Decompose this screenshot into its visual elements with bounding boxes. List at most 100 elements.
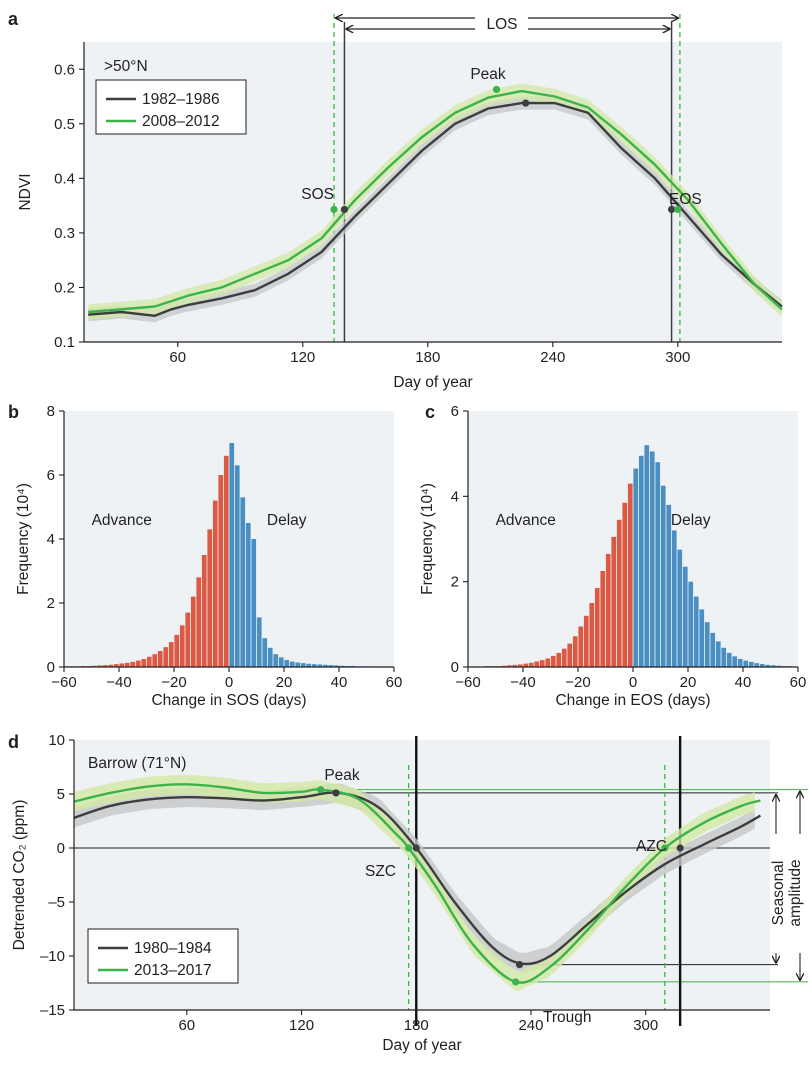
histogram-bar [666, 504, 672, 667]
histogram-bar [682, 566, 688, 667]
panel-c-axes [463, 410, 799, 672]
histogram-bar [633, 468, 639, 667]
histogram-bar [506, 665, 512, 667]
panel-c-ylabel: Frequency (10⁴) [419, 483, 436, 595]
panel-c: c −60 −40 −20 0 20 40 60 0 2 4 6 Change in EOS (da… [419, 402, 806, 709]
trough-label: Trough [543, 1009, 592, 1026]
histogram-bar [190, 596, 196, 667]
y-tick-label: 10 [48, 732, 65, 749]
histogram-bar [605, 553, 611, 667]
panel-a-xlabel: Day of year [393, 374, 472, 391]
co2-marker-azc [661, 844, 669, 852]
panel-letter-c: c [425, 402, 435, 422]
panel-b-axes [59, 410, 395, 672]
histogram-bar [655, 462, 661, 667]
histogram-bar [567, 643, 573, 667]
legend-label-2008-2012: 2008–2012 [142, 113, 220, 130]
panel-d-legend: 1980–1984 2013–2017 [87, 928, 239, 984]
panel-a: a 60 120 180 240 300 0.1 0.2 0.3 0.4 0.5 0.6 Day o… [8, 9, 783, 391]
szc-label: SZC [365, 863, 396, 880]
x-tick-label: 300 [633, 1017, 658, 1034]
panel-d: d 60 120 180 240 300 –15 –10 –5 0 5 10 Day of year… [8, 732, 808, 1054]
histogram-bar [550, 655, 556, 667]
panel-b-xlabel: Change in SOS (days) [151, 692, 306, 709]
histogram-bar [561, 648, 567, 667]
panel-c-xlabel: Change in EOS (days) [555, 692, 710, 709]
histogram-bar [512, 664, 518, 667]
panel-a-region-label: >50°N [104, 58, 148, 75]
x-tick-label: 60 [169, 349, 186, 366]
histogram-bar [262, 638, 268, 667]
histogram-bar [229, 443, 235, 667]
histogram-bar [759, 664, 765, 667]
histogram-bar [212, 500, 218, 667]
panel-a-bands [88, 83, 782, 323]
histogram-bar [578, 626, 584, 667]
x-tick-label: 40 [735, 674, 752, 691]
uncertainty-band [88, 96, 782, 323]
histogram-bar [693, 596, 699, 667]
panel-c-advance-label: Advance [496, 512, 556, 529]
ndvi-marker-peak [492, 85, 501, 94]
histogram-bar [207, 529, 213, 667]
x-tick-label: 60 [386, 674, 403, 691]
histogram-bar [328, 665, 334, 667]
histogram-bar [644, 445, 650, 667]
panel-a-tick-labels: 60 120 180 240 300 0.1 0.2 0.3 0.4 0.5 0.6 [54, 61, 690, 366]
panel-a-axes [79, 42, 782, 347]
histogram-bar [108, 664, 114, 667]
x-tick-label: 180 [404, 1017, 429, 1034]
panel-d-markers [317, 786, 684, 986]
ndvi-marker-sos [340, 205, 349, 214]
histogram-bar [501, 665, 507, 667]
histogram-bar [710, 632, 716, 667]
histogram-bar [539, 660, 545, 667]
x-tick-label: 60 [178, 1017, 195, 1034]
co2-marker-szc [412, 844, 420, 852]
y-tick-label: 0.3 [54, 225, 75, 242]
legend-label-1982-1986: 1982–1986 [142, 91, 220, 108]
ndvi-marker-eos [674, 205, 682, 214]
panel-b-advance-label: Advance [92, 512, 152, 529]
histogram-bar [748, 661, 754, 667]
histogram-bar [523, 663, 529, 667]
histogram-bar [306, 663, 312, 667]
legend-label-1980-1984: 1980–1984 [134, 940, 212, 957]
x-tick-label: 120 [289, 1017, 314, 1034]
co2-marker-peak [317, 786, 325, 794]
y-tick-label: 0 [451, 659, 459, 676]
histogram-bar [97, 665, 103, 667]
y-tick-label: 2 [47, 595, 55, 612]
histogram-bar [223, 455, 229, 667]
histogram-bar [726, 652, 732, 667]
co2-marker-szc [405, 844, 413, 852]
histogram-bar [163, 647, 169, 667]
panel-a-lines [88, 89, 783, 317]
histogram-bar [616, 519, 622, 667]
histogram-bar [649, 451, 655, 667]
x-tick-label: −20 [161, 674, 186, 691]
y-tick-label: 2 [451, 574, 459, 591]
histogram-bar [141, 659, 147, 667]
panel-d-bands [74, 774, 755, 991]
histogram-bar [333, 665, 339, 667]
histogram-bar [124, 662, 130, 667]
co2-marker-trough [512, 978, 520, 986]
co2-marker-peak [332, 789, 340, 797]
histogram-bar [251, 539, 257, 667]
histogram-bar [528, 662, 534, 667]
panel-b-ylabel: Frequency (10⁴) [15, 483, 32, 595]
histogram-bar [201, 555, 207, 667]
y-tick-label: 0.6 [54, 61, 75, 78]
histogram-bar [517, 664, 523, 667]
histogram-bar [732, 656, 738, 667]
panel-d-axes [69, 739, 770, 1015]
panel-a-los-arrows [336, 18, 678, 29]
histogram-bar [688, 581, 694, 667]
histogram-bar [721, 647, 727, 667]
y-tick-label: 6 [451, 403, 459, 420]
histogram-bar [267, 647, 273, 667]
y-tick-label: 4 [451, 488, 459, 505]
panel-d-tick-labels: 60 120 180 240 300 –15 –10 –5 0 5 10 [40, 732, 658, 1034]
